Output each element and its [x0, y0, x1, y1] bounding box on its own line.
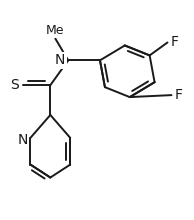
- Text: N: N: [55, 53, 65, 67]
- Text: N: N: [17, 133, 28, 147]
- Text: Me: Me: [46, 24, 65, 37]
- Text: F: F: [171, 35, 178, 50]
- Text: F: F: [174, 88, 182, 102]
- Text: S: S: [10, 78, 19, 92]
